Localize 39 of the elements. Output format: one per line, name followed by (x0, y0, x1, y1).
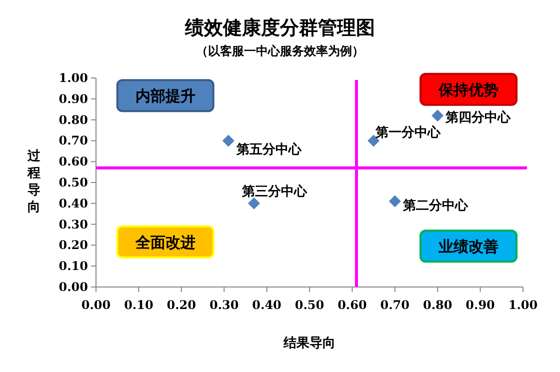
point (248, 197, 260, 210)
x-tick-label: 0.20 (166, 298, 196, 312)
annotation: 第一分中心 (374, 124, 442, 141)
annotation: 第四分中心 (444, 110, 512, 126)
x-tick-label: 0.70 (380, 298, 410, 312)
annotation: 第五分中心 (235, 142, 302, 158)
y-axis-title: 过程导向 (26, 149, 42, 215)
x-tick-label: 0.80 (422, 298, 452, 312)
annotation: 第三分中心 (240, 183, 308, 200)
annotation: 第二分中心 (402, 197, 469, 214)
y-tick-label: 0.40 (58, 196, 88, 210)
point (222, 134, 234, 147)
y-tick-label: 0.30 (58, 217, 88, 232)
annotation: 内部提升 (135, 87, 196, 106)
x-tick-label: 0.00 (81, 298, 111, 312)
y-tick-label: 0.80 (58, 112, 88, 127)
x-tick-label: 0.10 (124, 298, 154, 312)
y-tick-label: 0.50 (58, 176, 88, 190)
y-tick-label: 1.00 (58, 71, 88, 85)
x-tick-label: 0.30 (209, 298, 239, 312)
y-tick-label: 0.20 (58, 238, 88, 252)
y-tick-label: 0.10 (58, 259, 88, 274)
y-tick-label: 0.60 (58, 154, 88, 169)
x-tick-label: 1.00 (508, 298, 538, 312)
y-tick-label: 0.90 (58, 92, 88, 106)
x-tick-label: 0.50 (294, 298, 324, 312)
point (432, 110, 444, 122)
y-tick-label: 0.70 (58, 134, 88, 148)
x-tick-label: 0.90 (466, 298, 495, 312)
point (388, 195, 401, 208)
x-tick-label: 0.60 (338, 298, 367, 312)
annotation: 保持优势 (438, 80, 499, 99)
annotation: 业绩改善 (438, 238, 499, 256)
y-tick-label: 0.00 (58, 280, 88, 294)
x-axis-title: 结果导向 (282, 336, 336, 351)
annotation: 全面改进 (134, 233, 196, 252)
x-tick-label: 0.40 (252, 298, 282, 312)
chart-title: 绩效健康度分群管理图 (184, 17, 375, 39)
chart-subtitle: （以客服一中心服务效率为例） (196, 44, 364, 58)
